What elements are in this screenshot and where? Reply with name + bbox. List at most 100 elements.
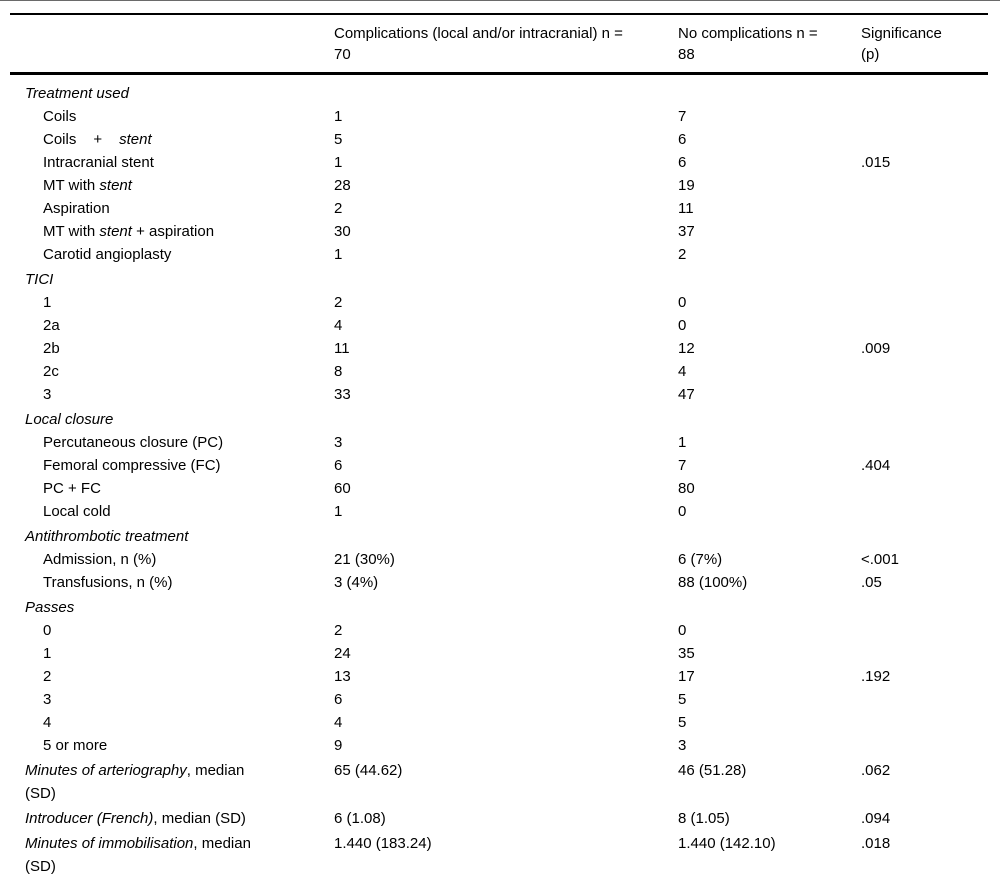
row-label: Carotid angioplasty bbox=[10, 243, 334, 266]
cell-no-complications-value-text: 37 bbox=[678, 223, 695, 240]
table-row: Admission, n (%) 21 (30%) 6 (7%) <.001 bbox=[10, 548, 988, 571]
label-segment: Local cold bbox=[43, 503, 111, 520]
row-label: Minutes of immobilisation, median (SD) bbox=[10, 832, 334, 878]
cell-complications-value: 2 bbox=[334, 291, 678, 314]
cell-no-complications-value: 6 bbox=[678, 151, 861, 174]
label-segment: 4 bbox=[43, 714, 52, 731]
header-cell-significance: Significance (p) bbox=[861, 23, 988, 65]
cell-complications-value-text: 60 bbox=[334, 480, 351, 497]
header-no-complications-line2: 88 bbox=[678, 46, 695, 63]
label-segment: Coils bbox=[43, 131, 77, 148]
row-label: MT with stent + aspiration bbox=[10, 220, 334, 243]
table-row: 0 2 0 bbox=[10, 619, 988, 642]
cell-no-complications-value: 17 bbox=[678, 665, 861, 688]
row-label: MT with stent bbox=[10, 174, 334, 197]
table-row: MT with stent 28 19 bbox=[10, 174, 988, 197]
cell-complications-value-text: 13 bbox=[334, 668, 351, 685]
table-row: 2 13 17 .192 bbox=[10, 665, 988, 688]
cell-complications-value-text: 1 bbox=[334, 108, 343, 125]
label-segment: MT with bbox=[43, 223, 100, 240]
table-row: Transfusions, n (%) 3 (4%) 88 (100%) .05 bbox=[10, 571, 988, 594]
label-segment: + bbox=[93, 131, 103, 148]
cell-no-complications-value: 4 bbox=[678, 360, 861, 383]
cell-complications-value-text: 2 bbox=[334, 294, 343, 311]
cell-complications-value-text: 4 bbox=[334, 317, 343, 334]
label-segment: Coils bbox=[43, 108, 77, 125]
table-row: Minutes of arteriography, median (SD) 65 (… bbox=[10, 759, 988, 805]
cell-no-complications-value: 0 bbox=[678, 291, 861, 314]
label-segment: stent bbox=[119, 131, 152, 148]
row-label: 2 bbox=[10, 665, 334, 688]
table-row: Carotid angioplasty 1 2 bbox=[10, 243, 988, 266]
label-segment: Minutes of arteriography bbox=[25, 762, 187, 779]
row-label: Local cold bbox=[10, 500, 334, 523]
cell-no-complications-value-text: 7 bbox=[678, 108, 687, 125]
cell-no-complications-value-text: 35 bbox=[678, 645, 695, 662]
label-segment: 2a bbox=[43, 317, 60, 334]
label-segment: Transfusions, n (%) bbox=[43, 574, 173, 591]
cell-complications-value: 30 bbox=[334, 220, 678, 243]
header-complications-line2: 70 bbox=[334, 46, 351, 63]
cell-complications-value-text: 6 bbox=[334, 457, 343, 474]
cell-no-complications-value-text: 0 bbox=[678, 622, 687, 639]
cell-complications-value-text: 3 bbox=[334, 434, 343, 451]
cell-significance-value: .05 bbox=[861, 571, 988, 594]
label-segment: TICI bbox=[25, 271, 54, 288]
cell-complications-value: 1 bbox=[334, 500, 678, 523]
label-segment: Intracranial stent bbox=[43, 154, 154, 171]
table-row: Minutes of immobilisation, median (SD) 1.4… bbox=[10, 832, 988, 878]
cell-complications-value-text: 1 bbox=[334, 503, 343, 520]
cell-no-complications-value: 88 (100%) bbox=[678, 571, 861, 594]
cell-complications-value-text: 3 (4%) bbox=[334, 574, 379, 591]
label-segment: Admission, n (%) bbox=[43, 551, 157, 568]
cell-no-complications-value: 0 bbox=[678, 314, 861, 337]
table-row: Aspiration 2 11 bbox=[10, 197, 988, 220]
table-row: Coils 1 7 bbox=[10, 105, 988, 128]
cell-no-complications-value: 12 bbox=[678, 337, 861, 360]
results-table: Complications (local and/or intracranial… bbox=[10, 13, 988, 883]
row-label: Coils bbox=[10, 105, 334, 128]
label-segment: Local closure bbox=[25, 411, 114, 428]
cell-complications-value-text: 5 bbox=[334, 131, 343, 148]
cell-significance-value-text: <.001 bbox=[861, 551, 899, 568]
table-body: Treatment used Coils 1 7 Coils + stent 5 6 Intrac… bbox=[10, 75, 988, 883]
label-segment: Passes bbox=[25, 599, 75, 616]
cell-significance-value-text: .05 bbox=[861, 574, 882, 591]
table-row: Local cold 1 0 bbox=[10, 500, 988, 523]
cell-significance-value: .015 bbox=[861, 151, 988, 174]
table-row: 4 4 5 bbox=[10, 711, 988, 734]
table-row: Intracranial stent 1 6 .015 bbox=[10, 151, 988, 174]
cell-complications-value-text: 2 bbox=[334, 622, 343, 639]
cell-complications-value: 6 (1.08) bbox=[334, 807, 678, 830]
cell-no-complications-value-text: 0 bbox=[678, 503, 687, 520]
cell-significance-value-text: .015 bbox=[861, 154, 891, 171]
cell-significance-value: .018 bbox=[861, 832, 988, 855]
table-row: Treatment used bbox=[10, 82, 988, 105]
row-label: 4 bbox=[10, 711, 334, 734]
cell-complications-value: 1.440 (183.24) bbox=[334, 832, 678, 855]
row-label: Passes bbox=[10, 596, 334, 619]
label-segment: , median bbox=[186, 762, 245, 779]
cell-complications-value: 6 bbox=[334, 454, 678, 477]
cell-no-complications-value: 6 bbox=[678, 128, 861, 151]
cell-complications-value-text: 9 bbox=[334, 737, 343, 754]
cell-no-complications-value-text: 7 bbox=[678, 457, 687, 474]
cell-no-complications-value-text: 2 bbox=[678, 246, 687, 263]
cell-complications-value: 8 bbox=[334, 360, 678, 383]
label-segment: MT with bbox=[43, 177, 100, 194]
row-label: 2b bbox=[10, 337, 334, 360]
row-label: TICI bbox=[10, 268, 334, 291]
table-row: 1 2 0 bbox=[10, 291, 988, 314]
cell-complications-value: 21 (30%) bbox=[334, 548, 678, 571]
cell-significance-value-text: .062 bbox=[861, 762, 891, 779]
row-label: 2c bbox=[10, 360, 334, 383]
cell-no-complications-value: 80 bbox=[678, 477, 861, 500]
cell-no-complications-value-text: 88 (100%) bbox=[678, 574, 748, 591]
table-header-rule bbox=[10, 72, 988, 75]
label-segment: , median (SD) bbox=[153, 810, 246, 827]
cell-complications-value: 5 bbox=[334, 128, 678, 151]
table-row: PC + FC 60 80 bbox=[10, 477, 988, 500]
row-label: 1 bbox=[10, 642, 334, 665]
cell-no-complications-value-text: 3 bbox=[678, 737, 687, 754]
cell-complications-value-text: 6 (1.08) bbox=[334, 810, 386, 827]
